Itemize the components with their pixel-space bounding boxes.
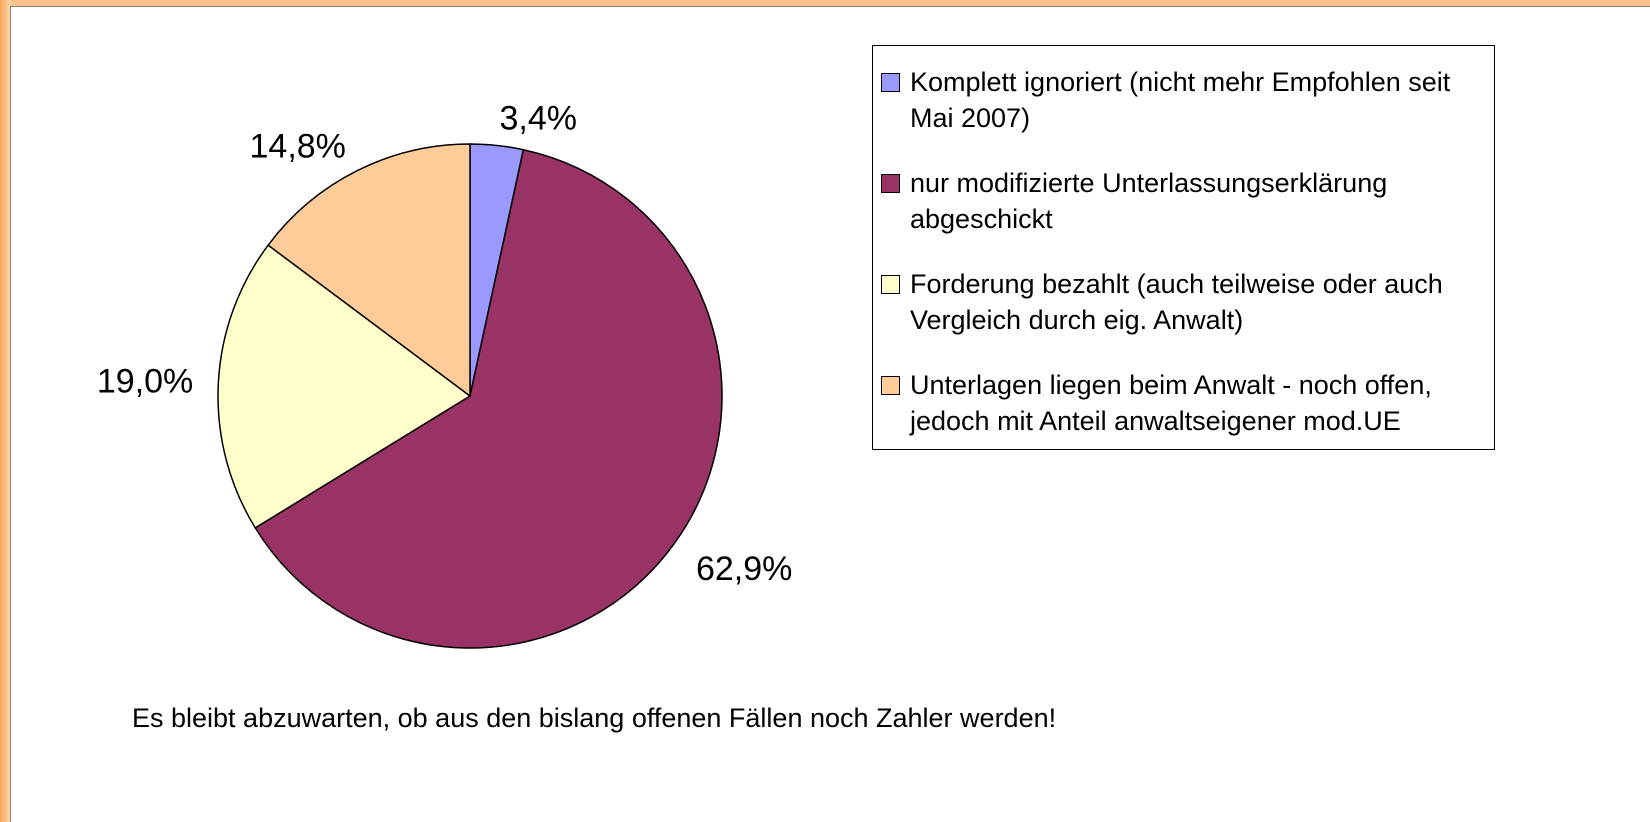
legend-item: Forderung bezahlt (auch teilweise oder a…: [881, 266, 1494, 338]
legend-item: nur modifizierte Unterlassungserklärung …: [881, 165, 1494, 237]
pie-slice: [267, 143, 471, 398]
data-label: 19,0%: [97, 362, 193, 400]
legend-label: nur modifizierte Unterlassungserklärung …: [910, 168, 1388, 234]
legend: Komplett ignoriert (nicht mehr Empfohlen…: [872, 45, 1495, 450]
legend-label: Unterlagen liegen beim Anwalt - noch off…: [910, 370, 1432, 436]
pie-slice: [254, 148, 723, 649]
legend-item: Komplett ignoriert (nicht mehr Empfohlen…: [881, 64, 1494, 136]
legend-swatch: [881, 174, 900, 193]
legend-swatch: [881, 73, 900, 92]
legend-swatch: [881, 275, 900, 294]
legend-label: Komplett ignoriert (nicht mehr Empfohlen…: [910, 67, 1451, 133]
data-label: 62,9%: [696, 550, 792, 588]
legend-item: Unterlagen liegen beim Anwalt - noch off…: [881, 367, 1494, 439]
pie-slice: [217, 244, 472, 529]
annotation: Es bleibt abzuwarten, ob aus den bislang…: [132, 703, 1057, 733]
data-label: 3,4%: [500, 100, 578, 138]
legend-swatch: [881, 376, 900, 395]
legend-label: Forderung bezahlt (auch teilweise oder a…: [910, 269, 1443, 335]
data-label: 14,8%: [250, 127, 346, 165]
